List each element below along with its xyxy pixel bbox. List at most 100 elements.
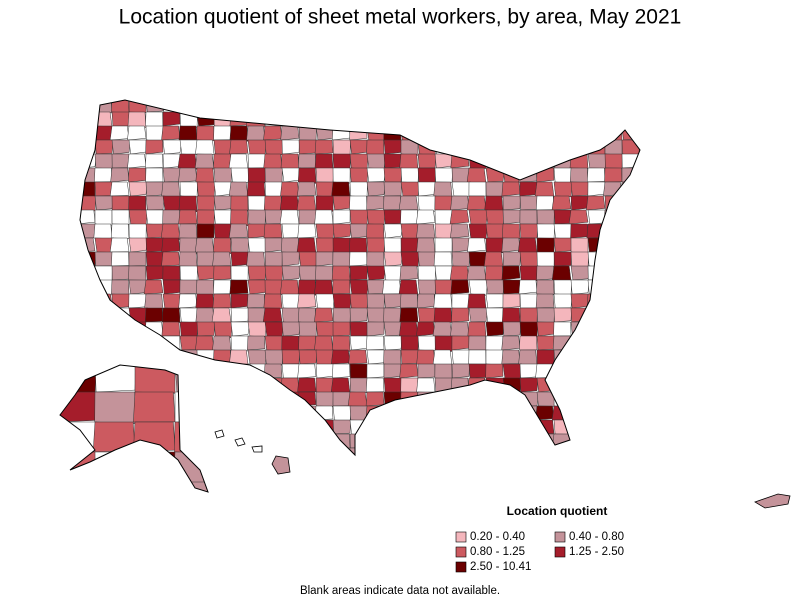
area (638, 209, 640, 225)
area (349, 265, 368, 281)
us-outline (79, 99, 641, 457)
area (638, 433, 640, 450)
area (134, 365, 176, 394)
area (330, 377, 351, 394)
area (468, 391, 488, 407)
area (264, 100, 283, 113)
area (196, 125, 215, 141)
area (80, 265, 97, 281)
area (638, 139, 640, 156)
area (298, 265, 318, 282)
legend-swatch (554, 531, 566, 543)
area (348, 111, 368, 128)
area (552, 363, 572, 379)
area (111, 265, 130, 281)
area (485, 405, 505, 421)
area (127, 111, 147, 128)
area (501, 181, 521, 197)
area (416, 433, 436, 449)
area (604, 100, 623, 113)
area (127, 125, 147, 141)
area (263, 363, 283, 379)
area (502, 307, 521, 323)
area (400, 349, 420, 365)
area (315, 363, 335, 379)
area (247, 433, 266, 449)
area (145, 167, 164, 183)
area (604, 321, 624, 337)
area (433, 391, 453, 407)
area (467, 419, 487, 437)
area (417, 100, 436, 113)
area (179, 279, 198, 295)
area (501, 335, 521, 351)
area (621, 209, 640, 225)
area (638, 111, 640, 128)
area (621, 139, 640, 157)
area (517, 237, 538, 254)
area (587, 125, 606, 142)
area (502, 125, 523, 141)
area (246, 125, 266, 142)
area (467, 111, 487, 127)
area (400, 391, 419, 407)
area (246, 251, 266, 268)
area (502, 293, 521, 309)
area (551, 195, 572, 211)
area (195, 447, 215, 455)
area (264, 433, 283, 449)
area (264, 279, 283, 295)
area (128, 335, 147, 351)
area (434, 209, 453, 225)
area (247, 307, 266, 323)
area (296, 195, 317, 213)
area (145, 349, 164, 365)
area (315, 377, 334, 395)
area (80, 111, 96, 127)
area (468, 447, 487, 455)
area (298, 111, 318, 128)
area (281, 405, 301, 421)
area (179, 391, 199, 407)
area (196, 100, 216, 113)
area (92, 421, 136, 453)
area (603, 377, 623, 393)
area (569, 433, 589, 449)
area (502, 111, 523, 127)
area (366, 223, 385, 240)
area (621, 363, 640, 379)
area (553, 293, 573, 309)
area (519, 111, 538, 127)
area (536, 153, 555, 169)
legend-label: 2.50 - 10.41 (470, 561, 531, 573)
area (195, 307, 215, 325)
area (196, 181, 216, 198)
area (264, 377, 284, 394)
area (366, 447, 385, 455)
area (332, 139, 351, 156)
area (570, 181, 590, 197)
area (315, 321, 335, 337)
area (195, 167, 215, 183)
area (518, 349, 538, 366)
area (383, 195, 402, 211)
legend-swatch (455, 531, 467, 543)
area (536, 237, 555, 255)
area (553, 153, 573, 170)
legend-swatch (554, 546, 566, 558)
area (366, 363, 385, 379)
area (332, 251, 351, 269)
area (160, 223, 181, 240)
area (349, 321, 369, 337)
area (604, 363, 623, 379)
area (416, 349, 436, 366)
area (568, 139, 589, 155)
area (604, 251, 624, 268)
area (485, 363, 504, 379)
area (80, 125, 98, 141)
area (417, 307, 437, 323)
area (383, 447, 403, 455)
area (587, 265, 606, 281)
area (433, 111, 453, 129)
area (128, 293, 147, 309)
